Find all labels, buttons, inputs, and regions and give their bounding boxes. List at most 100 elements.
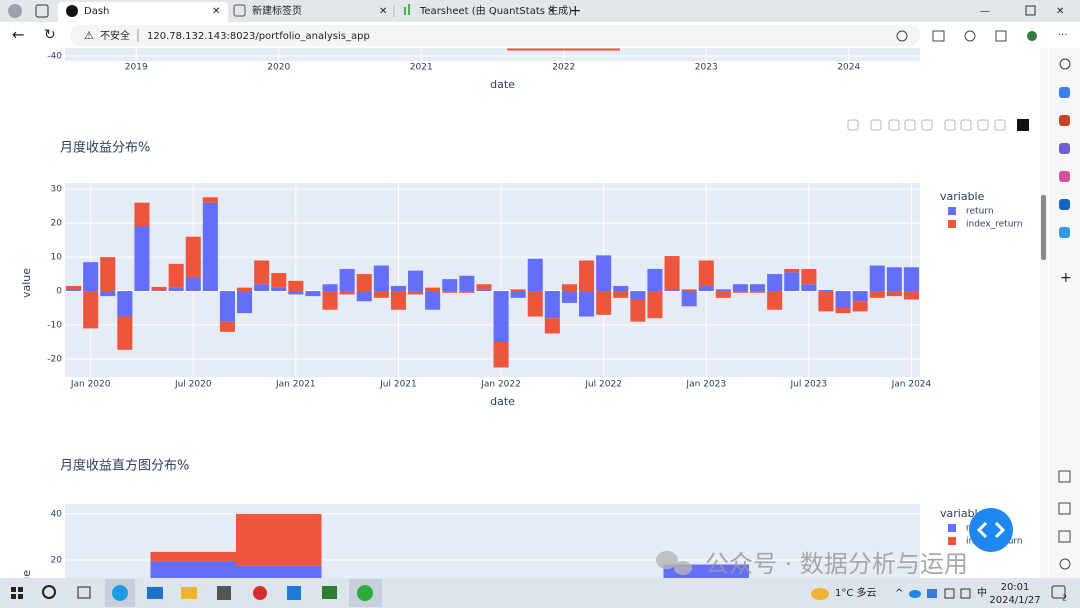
tab-close[interactable]: ✕: [547, 6, 555, 17]
tab-title[interactable]: Dash: [84, 6, 109, 17]
collections-icon[interactable]: [995, 30, 1007, 42]
sidebar-tool[interactable]: [1058, 470, 1071, 483]
clock-time[interactable]: 20:01: [1001, 582, 1030, 593]
modebar-button[interactable]: [960, 119, 972, 131]
taskbar-app[interactable]: [217, 586, 231, 600]
active-tab[interactable]: [58, 2, 228, 22]
bar: [83, 262, 99, 292]
tab-close[interactable]: ✕: [212, 6, 220, 17]
legend-swatch[interactable]: [948, 207, 956, 215]
extension-icon[interactable]: [1027, 31, 1037, 41]
x-tick-label: 2020: [267, 63, 290, 73]
settings-icon[interactable]: [1059, 558, 1071, 570]
sidebar-app[interactable]: [1059, 227, 1070, 238]
profile-icon[interactable]: [8, 4, 22, 18]
clock-date[interactable]: 2024/1/27: [989, 595, 1040, 606]
bar: [168, 263, 184, 288]
maximize[interactable]: [1025, 5, 1036, 16]
legend-label[interactable]: index_return: [966, 220, 1023, 230]
taskbar-app[interactable]: [287, 586, 301, 600]
watermark: 公众号 · 数据分析与运用: [705, 550, 968, 578]
modebar-button[interactable]: [847, 119, 859, 131]
tray[interactable]: ^: [895, 588, 903, 599]
bar: [185, 236, 201, 278]
weather[interactable]: 1°C 多云: [835, 586, 877, 599]
taskbar-app[interactable]: [357, 585, 373, 601]
bar: [408, 291, 424, 295]
task-view[interactable]: [77, 586, 91, 599]
tray-icon[interactable]: [960, 588, 971, 599]
taskbar-app[interactable]: [253, 586, 267, 600]
sidebar-app[interactable]: [1059, 115, 1070, 126]
close-window[interactable]: ✕: [1056, 6, 1064, 17]
tab-title[interactable]: 新建标签页: [252, 4, 302, 17]
tab-favicon: [233, 4, 246, 17]
security-label[interactable]: 不安全: [100, 29, 130, 42]
scroll-thumb[interactable]: [1041, 195, 1046, 260]
back[interactable]: ←: [12, 26, 25, 44]
reload[interactable]: ↻: [44, 27, 56, 43]
start[interactable]: [11, 587, 16, 592]
taskbar-app[interactable]: [181, 587, 197, 599]
y-tick-label: -40: [47, 52, 62, 62]
bar: [236, 565, 322, 578]
floating-button[interactable]: [969, 508, 1013, 552]
modebar-button[interactable]: [944, 119, 956, 131]
bar: [390, 285, 406, 292]
modebar-button[interactable]: [977, 119, 989, 131]
tab-actions[interactable]: [35, 4, 49, 18]
bar: [185, 277, 201, 292]
modebar-button[interactable]: [921, 119, 933, 131]
tab-title[interactable]: Tearsheet (由 QuantStats 生成): [419, 4, 572, 17]
split-icon[interactable]: [932, 30, 945, 42]
minimize[interactable]: —: [980, 6, 990, 17]
modebar-button[interactable]: [994, 119, 1006, 131]
tray-icon[interactable]: [927, 589, 937, 598]
start[interactable]: [11, 594, 16, 599]
search[interactable]: [42, 585, 56, 599]
bar: [681, 291, 697, 307]
ime[interactable]: 中: [977, 586, 987, 599]
address-field[interactable]: [70, 25, 920, 46]
tab-close[interactable]: ✕: [379, 6, 387, 17]
start[interactable]: [18, 594, 23, 599]
modebar-button[interactable]: [888, 119, 900, 131]
modebar-button[interactable]: [904, 119, 916, 131]
sidebar: [1049, 48, 1080, 578]
bar: [715, 291, 731, 298]
legend-swatch[interactable]: [948, 524, 956, 532]
favorite-icon[interactable]: [896, 30, 908, 42]
legend-swatch[interactable]: [948, 537, 956, 545]
tray-icon[interactable]: [944, 588, 955, 599]
bar: [339, 268, 355, 292]
taskbar-app[interactable]: [147, 587, 163, 599]
sidebar-app[interactable]: [1059, 199, 1070, 210]
menu[interactable]: ···: [1058, 30, 1068, 41]
new-tab[interactable]: +: [569, 2, 582, 20]
sidebar-tool[interactable]: [1058, 530, 1071, 543]
taskbar-app[interactable]: [112, 585, 128, 601]
dash-app: 2019 2020 2021 2022 2023 2024-40date月度收益分布%-2…: [20, 48, 1029, 578]
add-app[interactable]: +: [1060, 270, 1072, 286]
bar: [271, 273, 287, 288]
sidebar-tool[interactable]: [1058, 502, 1071, 515]
start[interactable]: [18, 587, 23, 592]
legend-label[interactable]: return: [966, 207, 994, 217]
bar: [134, 226, 150, 292]
x-tick-label: Jan 2021: [275, 380, 316, 390]
modebar-button[interactable]: [870, 119, 882, 131]
url[interactable]: 120.78.132.143:8023/portfolio_analysis_a…: [147, 31, 370, 42]
sidebar-app[interactable]: [1059, 143, 1070, 154]
favorites-icon[interactable]: [964, 30, 976, 42]
sidebar-app[interactable]: [1059, 171, 1070, 182]
chart-title: 月度收益分布%: [60, 140, 150, 156]
bar: [596, 291, 612, 315]
search-icon[interactable]: [1059, 58, 1071, 70]
taskbar-app[interactable]: [322, 586, 337, 599]
legend-swatch[interactable]: [948, 220, 956, 228]
notification-icon[interactable]: [1051, 585, 1066, 599]
x-tick-label: 2024: [837, 63, 860, 73]
tray-icon[interactable]: [909, 590, 921, 598]
sidebar-app[interactable]: [1059, 87, 1070, 98]
chart: 月度收益分布% -20 -10 0 10 20 30 Jan 2020 Jul 2020 Jan …: [20, 140, 1023, 409]
